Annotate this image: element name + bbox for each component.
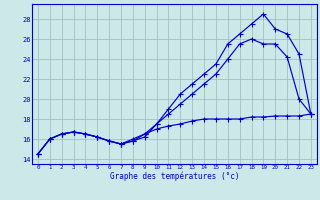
X-axis label: Graphe des températures (°c): Graphe des températures (°c)	[110, 172, 239, 181]
